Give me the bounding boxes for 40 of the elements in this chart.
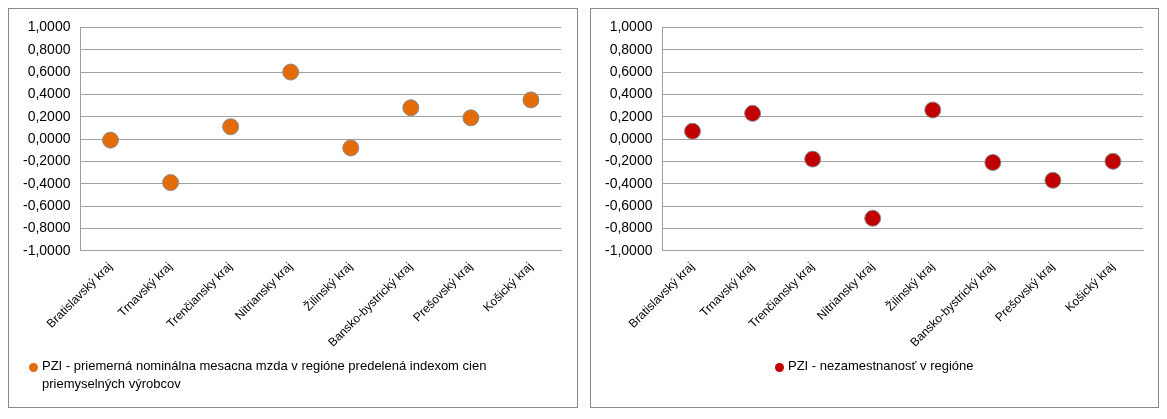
y-tick-label: -0,4000 bbox=[604, 174, 653, 191]
y-tick-label: 0,6000 bbox=[609, 62, 653, 79]
y-tick-label: 0,4000 bbox=[27, 85, 71, 102]
y-tick-label: -0,4000 bbox=[23, 174, 71, 191]
y-tick-label: 0,6000 bbox=[27, 62, 71, 79]
y-tick-label: -0,2000 bbox=[23, 152, 71, 169]
y-tick-label: -0,2000 bbox=[604, 152, 653, 169]
y-tick-label: 0,4000 bbox=[609, 85, 653, 102]
y-tick-label: 0,2000 bbox=[27, 107, 71, 124]
y-tick-label: -0,6000 bbox=[604, 196, 653, 213]
point bbox=[683, 122, 701, 140]
point bbox=[162, 174, 180, 192]
point bbox=[1043, 171, 1061, 189]
point bbox=[1103, 152, 1121, 170]
point bbox=[102, 131, 120, 149]
point bbox=[342, 139, 360, 157]
y-tick-label: -0,8000 bbox=[23, 219, 71, 236]
point bbox=[462, 109, 480, 127]
y-tick-label: -1,0000 bbox=[23, 241, 71, 258]
y-tick-label: 1,0000 bbox=[27, 18, 71, 35]
y-tick-label: -1,0000 bbox=[604, 241, 653, 258]
y-tick-label: 0,2000 bbox=[609, 107, 653, 124]
point bbox=[803, 150, 821, 168]
y-tick-label: -0,6000 bbox=[23, 196, 71, 213]
point bbox=[923, 101, 941, 119]
y-tick-label: 0,0000 bbox=[27, 129, 71, 146]
y-tick-label: 1,0000 bbox=[609, 18, 653, 35]
y-tick-label: 0,8000 bbox=[27, 40, 71, 57]
point bbox=[983, 153, 1001, 171]
point bbox=[863, 209, 881, 227]
point bbox=[282, 63, 300, 81]
point bbox=[402, 99, 420, 117]
y-tick-label: 0,8000 bbox=[609, 40, 653, 57]
y-tick-label: -0,8000 bbox=[604, 219, 653, 236]
legend-label: PZI - nezamestnanosť v regióne bbox=[787, 357, 974, 375]
point bbox=[522, 91, 540, 109]
y-tick-label: 0,0000 bbox=[609, 129, 653, 146]
point bbox=[743, 104, 761, 122]
point bbox=[222, 118, 240, 136]
legend-label: PZI - priemerná nominálna mesacna mzda v regióne predelená indexom cien priemyselných výrobcov bbox=[42, 357, 488, 393]
